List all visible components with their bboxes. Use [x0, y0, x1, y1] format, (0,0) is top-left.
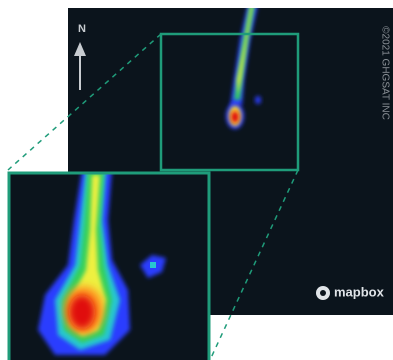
logo-text: mapbox	[334, 284, 385, 299]
map-figure: N ©2021 GHGSAT INC mapbox	[0, 0, 393, 360]
copyright: ©2021 GHGSAT INC	[379, 26, 390, 120]
logo-icon-inner	[320, 290, 326, 296]
north-label: N	[78, 23, 86, 35]
